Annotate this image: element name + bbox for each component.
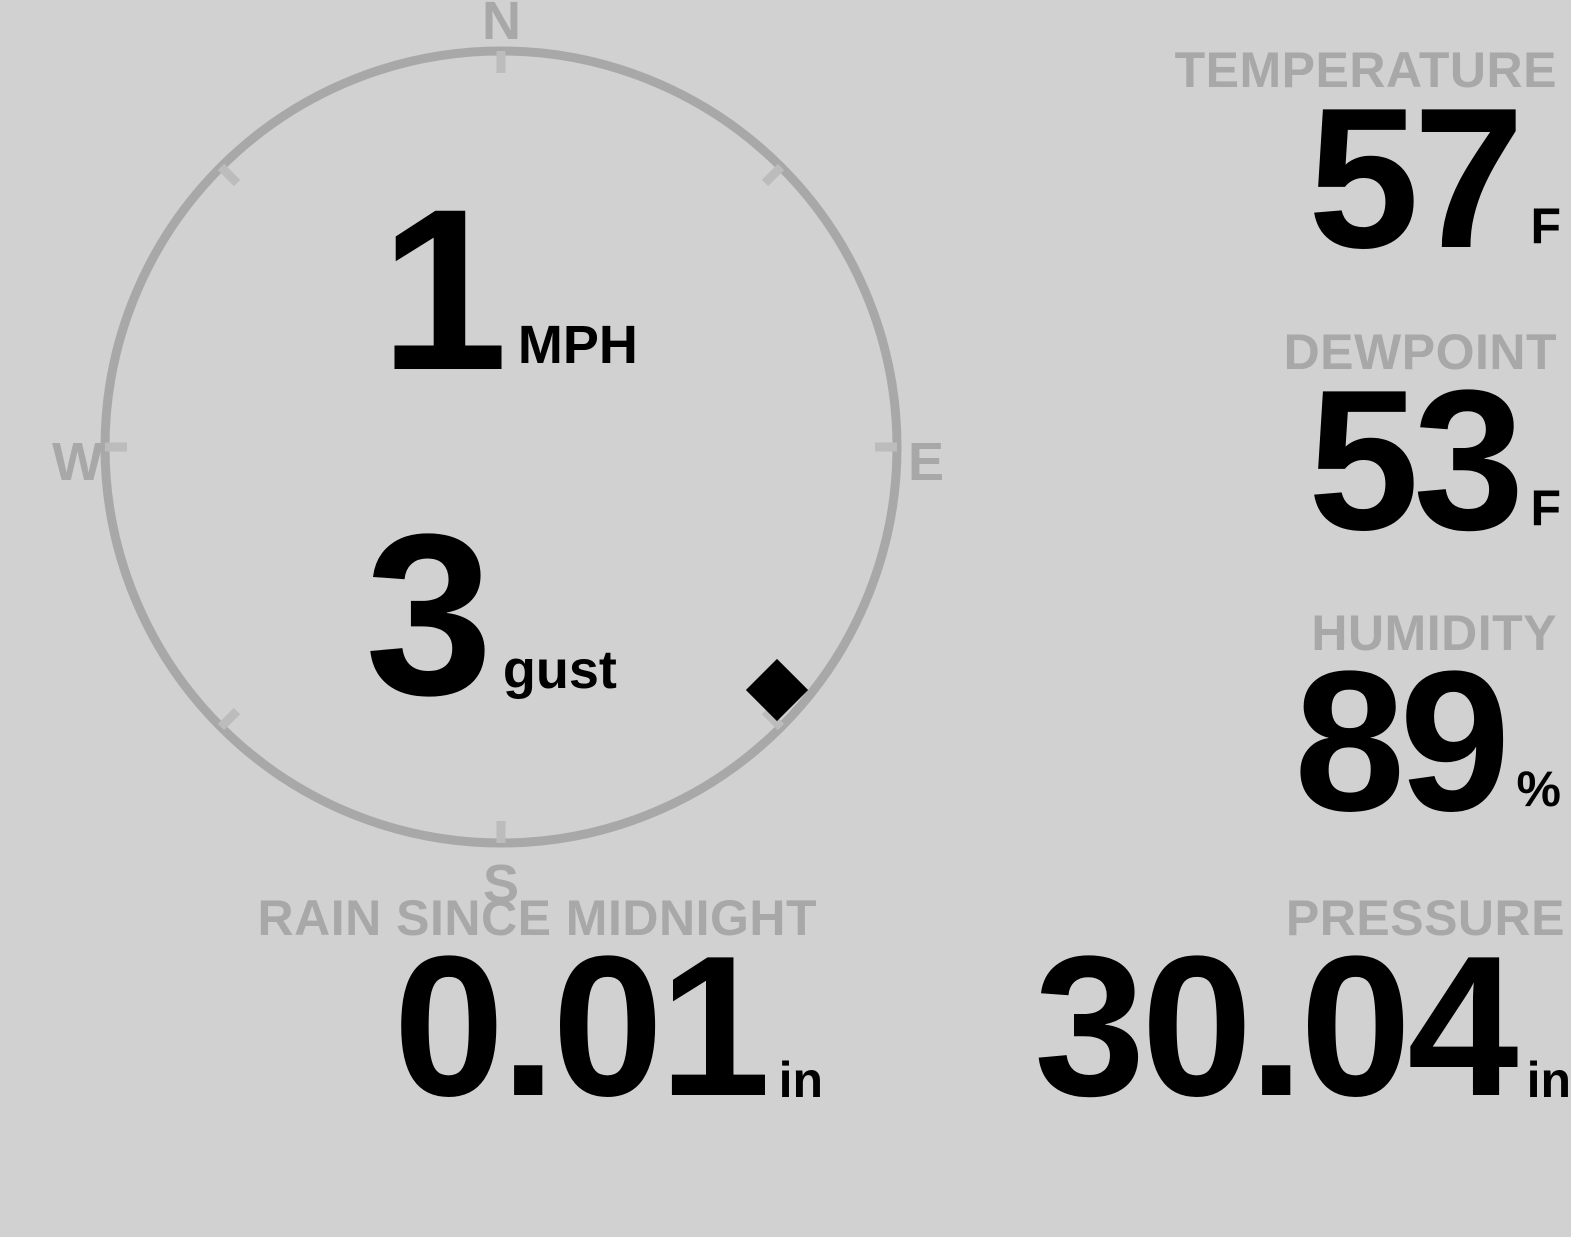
compass-label-north: N xyxy=(482,0,521,51)
metric-pressure-value: 30.04 xyxy=(1034,915,1518,1138)
metric-dewpoint-unit: F xyxy=(1530,480,1561,536)
wind-speed-unit: MPH xyxy=(517,315,638,375)
metric-dewpoint-value: 53 xyxy=(1307,349,1524,572)
metric-pressure-label: PRESSURE xyxy=(1285,890,1565,946)
wind-speed-value: 1 xyxy=(380,161,508,418)
metric-dewpoint-label: DEWPOINT xyxy=(1283,324,1557,380)
metric-humidity-row: 89 % xyxy=(1141,630,1561,853)
metric-rain-value: 0.01 xyxy=(393,915,770,1138)
metric-humidity-label: HUMIDITY xyxy=(1311,605,1557,661)
metric-temperature-label: TEMPERATURE xyxy=(1174,42,1557,98)
wind-gust-readout: 3 gust xyxy=(365,486,617,743)
metric-rain-since-midnight: RAIN SINCE MIDNIGHT 0.01 in xyxy=(253,890,824,1138)
compass-label-west: W xyxy=(52,432,103,492)
metric-pressure-row: 30.04 in xyxy=(900,915,1571,1138)
compass-ticks xyxy=(105,51,897,843)
metric-dewpoint: DEWPOINT 53 F xyxy=(1141,324,1561,572)
metric-dewpoint-row: 53 F xyxy=(1141,349,1561,572)
metric-temperature-unit: F xyxy=(1530,198,1561,254)
metric-rain-unit: in xyxy=(778,1052,823,1108)
metric-temperature-value: 57 xyxy=(1307,67,1524,290)
metric-rain-row: 0.01 in xyxy=(253,915,823,1138)
compass-dial xyxy=(100,46,902,848)
metric-humidity-value: 89 xyxy=(1294,630,1510,853)
metric-rain-label: RAIN SINCE MIDNIGHT xyxy=(257,890,817,946)
metric-pressure-unit: in xyxy=(1526,1052,1571,1108)
metric-pressure: PRESSURE 30.04 in xyxy=(900,890,1571,1138)
metric-temperature: TEMPERATURE 57 F xyxy=(1141,42,1561,290)
metric-humidity: HUMIDITY 89 % xyxy=(1141,605,1561,853)
wind-gust-unit: gust xyxy=(502,640,617,700)
wind-speed-readout: 1 MPH xyxy=(380,161,638,418)
wind-compass: N E S W 1 MPH 3 gust xyxy=(0,0,1000,940)
wind-gust-value: 3 xyxy=(365,486,493,743)
compass-label-south: S xyxy=(483,854,520,914)
wind-direction-marker xyxy=(745,658,809,722)
compass-label-east: E xyxy=(908,432,945,492)
metric-temperature-row: 57 F xyxy=(1141,67,1561,290)
metric-humidity-unit: % xyxy=(1516,761,1561,817)
